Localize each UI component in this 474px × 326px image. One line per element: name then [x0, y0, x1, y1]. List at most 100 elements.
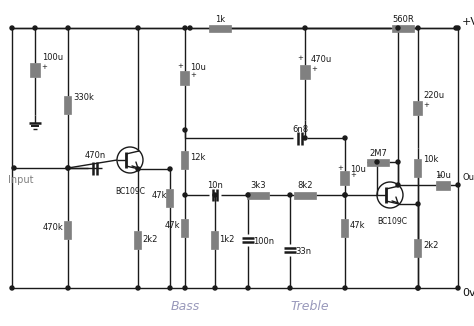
Bar — [414, 239, 421, 257]
Text: 10u: 10u — [190, 64, 206, 72]
Circle shape — [246, 286, 250, 290]
Bar — [135, 231, 142, 249]
Circle shape — [343, 193, 347, 197]
Circle shape — [454, 26, 458, 30]
Circle shape — [396, 183, 400, 187]
Text: 220u: 220u — [423, 92, 444, 100]
Text: +: + — [191, 72, 196, 78]
Text: +: + — [41, 64, 47, 70]
Bar — [182, 219, 189, 237]
Text: 1k: 1k — [215, 14, 225, 23]
Circle shape — [213, 193, 217, 197]
Text: 8k2: 8k2 — [297, 182, 313, 190]
Circle shape — [10, 286, 14, 290]
Circle shape — [183, 193, 187, 197]
Circle shape — [66, 286, 70, 290]
Text: 1k2: 1k2 — [219, 235, 234, 244]
Circle shape — [396, 26, 400, 30]
Text: 47k: 47k — [152, 191, 167, 200]
Text: Output: Output — [463, 172, 474, 182]
Bar — [341, 219, 348, 237]
Circle shape — [343, 286, 347, 290]
Bar — [300, 65, 310, 79]
Text: 100n: 100n — [253, 238, 274, 246]
Circle shape — [136, 286, 140, 290]
Bar — [181, 71, 190, 85]
Circle shape — [416, 286, 420, 290]
Circle shape — [288, 286, 292, 290]
Text: 10k: 10k — [423, 156, 438, 165]
Circle shape — [136, 26, 140, 30]
Bar — [436, 181, 450, 189]
Circle shape — [12, 166, 16, 170]
Text: 47k: 47k — [350, 221, 365, 230]
Text: +: + — [350, 172, 356, 178]
Circle shape — [168, 286, 172, 290]
Circle shape — [303, 26, 307, 30]
Text: 33n: 33n — [295, 247, 311, 257]
Bar — [414, 159, 421, 177]
Bar — [392, 24, 414, 32]
Text: 6n8: 6n8 — [292, 125, 308, 134]
Text: BC109C: BC109C — [115, 187, 145, 197]
Circle shape — [183, 286, 187, 290]
Text: 12k: 12k — [190, 154, 205, 162]
Circle shape — [396, 160, 400, 164]
Bar — [182, 151, 189, 169]
Circle shape — [188, 26, 192, 30]
Text: 47k: 47k — [164, 221, 180, 230]
Circle shape — [416, 26, 420, 30]
Text: 2M7: 2M7 — [369, 149, 387, 157]
Circle shape — [288, 193, 292, 197]
Circle shape — [10, 26, 14, 30]
Circle shape — [33, 26, 37, 30]
Circle shape — [456, 26, 460, 30]
Circle shape — [303, 136, 307, 140]
Text: +: + — [297, 55, 303, 61]
Circle shape — [213, 286, 217, 290]
Circle shape — [66, 166, 70, 170]
Circle shape — [183, 26, 187, 30]
Circle shape — [343, 136, 347, 140]
Circle shape — [66, 166, 70, 170]
Bar — [413, 101, 422, 115]
Circle shape — [375, 160, 379, 164]
Bar — [30, 63, 40, 77]
Circle shape — [183, 128, 187, 132]
Circle shape — [456, 183, 460, 187]
Text: 2k2: 2k2 — [423, 242, 438, 250]
Circle shape — [136, 167, 140, 171]
Text: +: + — [423, 102, 429, 108]
Text: Treble: Treble — [291, 300, 329, 313]
Text: +: + — [311, 66, 317, 72]
Text: 470u: 470u — [311, 55, 332, 65]
Bar — [211, 231, 219, 249]
Circle shape — [343, 193, 347, 197]
Text: 10u: 10u — [350, 166, 366, 174]
Circle shape — [416, 202, 420, 206]
Text: +Vcc: +Vcc — [462, 17, 474, 27]
Text: Input: Input — [8, 175, 34, 185]
Bar — [64, 221, 72, 239]
Text: 10n: 10n — [207, 182, 223, 190]
Text: +: + — [337, 165, 343, 171]
Text: 330k: 330k — [73, 94, 94, 102]
Circle shape — [66, 26, 70, 30]
Text: 470k: 470k — [42, 224, 63, 232]
Text: +: + — [436, 173, 442, 180]
Bar — [64, 96, 72, 114]
Text: 2k2: 2k2 — [142, 235, 157, 244]
Circle shape — [246, 193, 250, 197]
Text: 470n: 470n — [84, 152, 106, 160]
Text: 0v: 0v — [462, 288, 474, 298]
Circle shape — [416, 286, 420, 290]
Bar — [367, 158, 389, 166]
Bar — [209, 24, 231, 32]
Bar — [340, 171, 349, 185]
Circle shape — [168, 167, 172, 171]
Text: BC109C: BC109C — [377, 217, 407, 227]
Circle shape — [456, 286, 460, 290]
Text: 3k3: 3k3 — [250, 182, 266, 190]
Text: 10u: 10u — [435, 171, 451, 181]
Text: Bass: Bass — [170, 300, 200, 313]
